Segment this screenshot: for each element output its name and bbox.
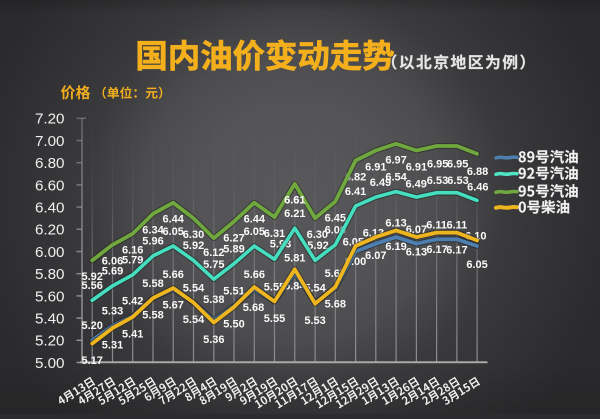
svg-text:6.54: 6.54 [385,171,407,183]
svg-text:5.80: 5.80 [35,266,65,283]
svg-text:6.40: 6.40 [35,200,65,217]
svg-text:5.17: 5.17 [81,355,102,367]
svg-text:6.97: 6.97 [385,155,406,167]
svg-text:6.34: 6.34 [142,225,164,237]
svg-text:5.54: 5.54 [183,282,205,294]
svg-text:6.11: 6.11 [446,220,467,232]
svg-text:5.58: 5.58 [142,278,163,290]
svg-text:5.36: 5.36 [203,334,224,346]
svg-text:5.41: 5.41 [122,328,143,340]
svg-text:5.33: 5.33 [102,306,123,318]
svg-text:6.30: 6.30 [183,229,204,241]
svg-text:6.20: 6.20 [35,222,65,239]
svg-text:6.53: 6.53 [447,175,468,187]
svg-text:6.13: 6.13 [385,217,406,229]
svg-text:6.27: 6.27 [223,232,244,244]
svg-text:6.05: 6.05 [466,259,487,271]
svg-text:5.69: 5.69 [102,266,123,278]
svg-text:6.60: 6.60 [35,177,65,194]
svg-text:5.54: 5.54 [183,314,205,326]
svg-text:5.55: 5.55 [264,313,285,325]
svg-text:6.06: 6.06 [102,256,123,268]
svg-text:6.91: 6.91 [406,161,427,173]
svg-text:6.05: 6.05 [244,226,265,238]
svg-text:6.44: 6.44 [244,214,266,226]
svg-text:5.75: 5.75 [203,259,224,271]
svg-text:6.00: 6.00 [35,244,65,261]
svg-text:6.30: 6.30 [307,229,328,241]
svg-text:6.17: 6.17 [426,244,447,256]
svg-text:5.60: 5.60 [35,288,65,305]
svg-text:5.92: 5.92 [183,240,204,252]
svg-text:6.31: 6.31 [264,228,285,240]
svg-text:5.42: 5.42 [122,296,143,308]
svg-text:5.53: 5.53 [304,315,325,327]
svg-text:5.79: 5.79 [122,255,143,267]
svg-text:5.68: 5.68 [243,302,264,314]
svg-text:5.20: 5.20 [35,333,65,350]
svg-text:6.41: 6.41 [345,186,366,198]
svg-text:6.45: 6.45 [325,212,346,224]
svg-text:6.49: 6.49 [405,179,426,191]
svg-text:6.44: 6.44 [162,214,184,226]
svg-text:5.00: 5.00 [35,355,65,372]
svg-text:6.12: 6.12 [203,247,224,259]
svg-text:6.95: 6.95 [427,158,448,170]
svg-text:6.61: 6.61 [284,195,305,207]
svg-text:5.66: 5.66 [244,269,265,281]
svg-text:5.38: 5.38 [203,294,224,306]
svg-text:5.81: 5.81 [284,252,305,264]
svg-text:5.67: 5.67 [162,299,183,311]
svg-text:6.95: 6.95 [447,158,468,170]
svg-text:6.19: 6.19 [385,241,406,253]
svg-text:5.58: 5.58 [142,309,163,321]
svg-text:5.50: 5.50 [223,318,244,330]
svg-text:5.66: 5.66 [162,269,183,281]
svg-text:7.20: 7.20 [35,111,65,128]
svg-text:6.05: 6.05 [162,226,183,238]
svg-text:6.17: 6.17 [446,245,467,257]
svg-text:5.20: 5.20 [81,320,102,332]
svg-text:6.13: 6.13 [406,247,427,259]
svg-text:6.16: 6.16 [122,245,143,257]
svg-text:6.21: 6.21 [284,208,305,220]
svg-text:5.68: 5.68 [325,298,346,310]
svg-text:5.31: 5.31 [102,339,123,351]
svg-text:5.92: 5.92 [81,271,102,283]
svg-text:6.53: 6.53 [427,175,448,187]
svg-text:6.07: 6.07 [365,250,386,262]
svg-text:5.89: 5.89 [223,244,244,256]
svg-text:6.46: 6.46 [467,182,488,194]
svg-text:6.49: 6.49 [370,177,391,189]
svg-text:6.91: 6.91 [365,161,386,173]
svg-text:5.96: 5.96 [142,236,163,248]
svg-text:5.56: 5.56 [81,280,102,292]
svg-text:7.00: 7.00 [35,133,65,150]
svg-text:5.92: 5.92 [307,240,328,252]
svg-text:5.51: 5.51 [223,286,244,298]
svg-text:6.88: 6.88 [467,166,488,178]
svg-text:6.11: 6.11 [426,220,447,232]
svg-text:6.80: 6.80 [35,155,65,172]
svg-text:5.40: 5.40 [35,311,65,328]
